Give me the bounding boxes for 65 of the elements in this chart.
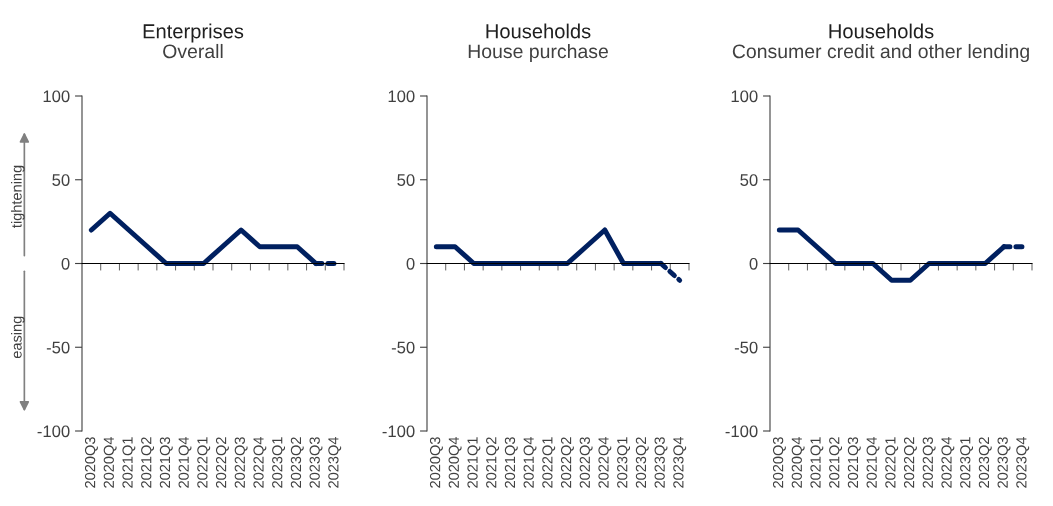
x-tick-label: 2022Q1 — [885, 437, 899, 488]
x-tick-label: 2021Q3 — [847, 437, 861, 488]
x-tick-label: 2021Q2 — [141, 437, 155, 488]
x-tick-label: 2023Q2 — [978, 437, 992, 488]
y-tick-label: 50 — [397, 174, 415, 186]
x-tick-label: 2020Q3 — [84, 437, 98, 488]
y-tick-label: -50 — [734, 341, 758, 354]
x-tick-label: 2021Q1 — [810, 437, 824, 488]
x-tick-label: 2023Q4 — [673, 436, 687, 488]
x-tick-label: 2021Q4 — [866, 436, 880, 488]
x-tick-label: 2023Q1 — [960, 437, 974, 488]
y-tick-label: 100 — [388, 90, 415, 103]
x-tick-label: 2022Q1 — [197, 437, 211, 488]
y-tick-label: 100 — [43, 90, 70, 103]
y-tick-label: -50 — [46, 341, 70, 354]
x-tick-label: 2023Q3 — [309, 437, 323, 488]
x-tick-label: 2020Q4 — [791, 436, 805, 488]
x-tick-label: 2021Q1 — [467, 437, 481, 488]
x-tick-label: 2022Q2 — [903, 437, 917, 488]
x-tick-label: 2021Q3 — [504, 437, 518, 488]
x-tick-label: 2022Q4 — [253, 436, 267, 488]
x-tick-label: 2021Q1 — [122, 437, 136, 488]
x-tick-label: 2021Q4 — [523, 436, 537, 488]
chart-subtitle: House purchase — [468, 43, 608, 63]
y-tick-label: 50 — [740, 174, 758, 186]
y-tick-label: 0 — [61, 257, 70, 270]
x-tick-label: 2020Q3 — [429, 437, 443, 488]
chart-title: Enterprises — [143, 23, 244, 43]
y-tick-label: 100 — [731, 90, 758, 103]
y-tick-label: 0 — [749, 257, 758, 270]
chart-subtitle: Overall — [163, 43, 223, 59]
x-tick-label: 2021Q2 — [829, 437, 843, 488]
x-tick-label: 2022Q1 — [542, 437, 556, 488]
y-tick-label: -50 — [391, 341, 415, 354]
x-tick-label: 2020Q4 — [103, 436, 117, 488]
chart-title: Households — [486, 23, 591, 39]
y-tick-label: 0 — [406, 257, 415, 270]
x-tick-label: 2022Q2 — [560, 437, 574, 488]
x-tick-label: 2023Q1 — [617, 437, 631, 488]
x-tick-label: 2022Q3 — [234, 437, 248, 488]
x-tick-label: 2023Q1 — [272, 437, 286, 488]
x-tick-label: 2021Q3 — [159, 437, 173, 488]
x-tick-label: 2022Q3 — [922, 437, 936, 488]
x-tick-label: 2022Q2 — [215, 437, 229, 488]
x-tick-label: 2023Q2 — [290, 437, 304, 488]
x-tick-label: 2023Q4 — [1016, 436, 1030, 488]
chart-title: Households — [829, 23, 934, 39]
chart-subtitle: Consumer credit and other lending — [732, 43, 1029, 63]
x-tick-label: 2022Q4 — [598, 436, 612, 488]
text: easing — [11, 316, 25, 359]
x-tick-label: 2020Q3 — [772, 437, 786, 488]
y-tick-label: -100 — [37, 425, 70, 438]
x-tick-label: 2023Q3 — [997, 437, 1011, 488]
x-tick-label: 2023Q2 — [635, 437, 649, 488]
y-tick-label: -100 — [725, 425, 758, 438]
x-tick-label: 2020Q4 — [448, 436, 462, 488]
x-tick-label: 2023Q3 — [654, 437, 668, 488]
x-tick-label: 2021Q4 — [178, 436, 192, 488]
y-tick-label: 50 — [52, 174, 70, 186]
x-tick-label: 2021Q2 — [486, 437, 500, 488]
y-tick-label: -100 — [382, 425, 415, 438]
x-tick-label: 2022Q4 — [941, 436, 955, 488]
x-tick-label: 2022Q3 — [579, 437, 593, 488]
x-tick-label: 2023Q4 — [328, 436, 342, 488]
text: tightening — [11, 165, 25, 228]
